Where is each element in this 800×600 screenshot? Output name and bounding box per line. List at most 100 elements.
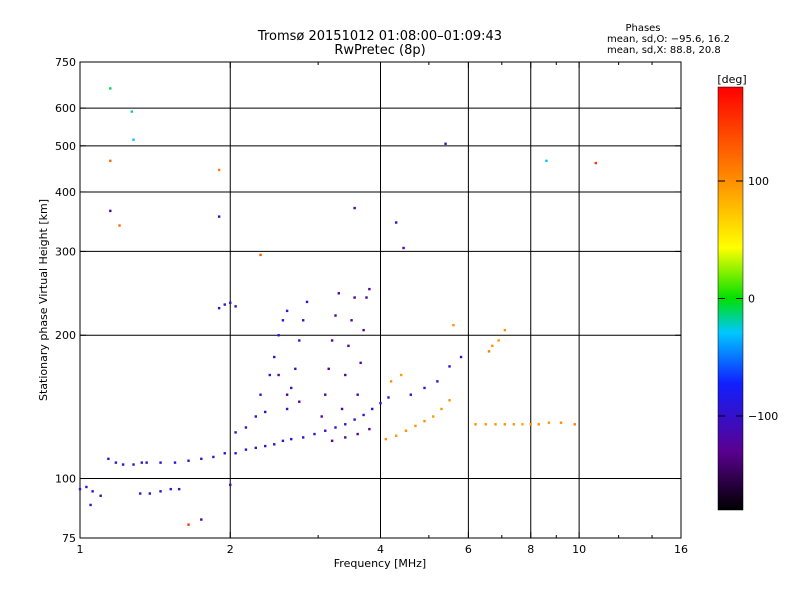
data-point [512,423,516,426]
data-point [399,373,403,377]
data-point [344,373,347,377]
data-point [594,161,598,165]
y-axis-ticks: 75 100 200 300 400 500 600 750 [55,56,681,545]
colorbar-unit-label: [deg] [717,73,746,86]
data-point [365,296,368,299]
data-point [298,400,301,403]
data-point [431,415,435,418]
data-point [78,487,82,491]
data-point [387,396,390,399]
data-point [140,461,144,464]
data-point [448,365,451,368]
data-point [452,323,455,327]
data-point [217,168,221,172]
data-point [359,361,362,365]
data-point [107,457,110,461]
data-point [121,463,125,466]
data-point [305,300,309,304]
data-point [347,344,350,348]
data-point [277,334,280,337]
data-point [234,305,237,308]
data-point [394,434,398,437]
grid-lines [80,62,681,538]
data-point [559,421,563,424]
data-point [264,444,267,448]
data-point [264,410,267,414]
data-point [91,490,94,493]
data-point [344,423,347,426]
data-point [344,436,347,439]
data-point [298,339,301,342]
data-point [448,399,451,402]
data-point [229,483,232,487]
data-point [350,319,353,322]
data-point [368,427,371,431]
stats-x-line: mean, sd,X: 88.8, 20.8 [607,45,721,56]
data-point [444,142,447,145]
data-point [177,487,181,491]
data-point [404,429,408,432]
data-point [362,413,365,417]
y-tick-label: 75 [62,532,76,545]
chart-subtitle: RwPretec (8p) [334,43,425,58]
data-point [353,296,356,299]
data-point [356,432,359,436]
data-point [371,407,374,411]
data-point [301,436,305,439]
data-point [212,455,215,459]
data-point [99,494,102,497]
colorbar-tick-label: 0 [748,293,755,306]
y-tick-label: 100 [55,473,76,486]
data-point [487,350,491,353]
data-point [118,224,121,227]
data-point [394,221,398,224]
data-point [459,355,463,359]
x-axis-label: Frequency [MHz] [334,557,426,570]
x-axis-ticks: 1 2 4 6 8 10 16 [77,62,688,556]
data-point [356,393,359,396]
data-point [268,373,271,377]
data-point [362,328,365,332]
data-point [353,206,356,210]
data-point [145,461,148,464]
data-point [353,418,356,421]
data-point [503,328,507,332]
data-point [234,452,237,455]
data-point [187,523,190,526]
data-point [294,367,297,371]
data-point [244,426,248,429]
stats-o-line: mean, sd,O: −95.6, 16.2 [607,34,730,45]
data-point [368,287,371,291]
data-point [324,393,327,396]
data-point [503,423,507,426]
y-tick-label: 200 [55,329,76,342]
data-point [159,461,162,464]
data-point [491,344,494,348]
x-tick-label: 2 [227,543,234,556]
data-point [85,485,88,489]
data-point [281,439,285,443]
x-tick-label: 1 [77,543,84,556]
x-tick-label: 16 [674,543,688,556]
data-point [109,87,112,90]
data-points [78,87,598,526]
data-point [285,393,289,396]
data-point [273,355,276,359]
data-point [402,246,405,250]
data-point [327,367,330,371]
data-point [474,423,477,426]
data-point [334,314,337,317]
y-tick-label: 300 [55,245,76,258]
data-point [573,423,576,426]
data-point [173,461,177,464]
data-point [290,437,293,441]
data-point [138,492,142,495]
y-tick-label: 500 [55,140,76,153]
data-point [285,309,289,313]
data-point [89,503,92,507]
data-point [436,380,439,383]
data-point [379,401,382,405]
data-point [114,461,118,464]
data-point [223,452,226,455]
